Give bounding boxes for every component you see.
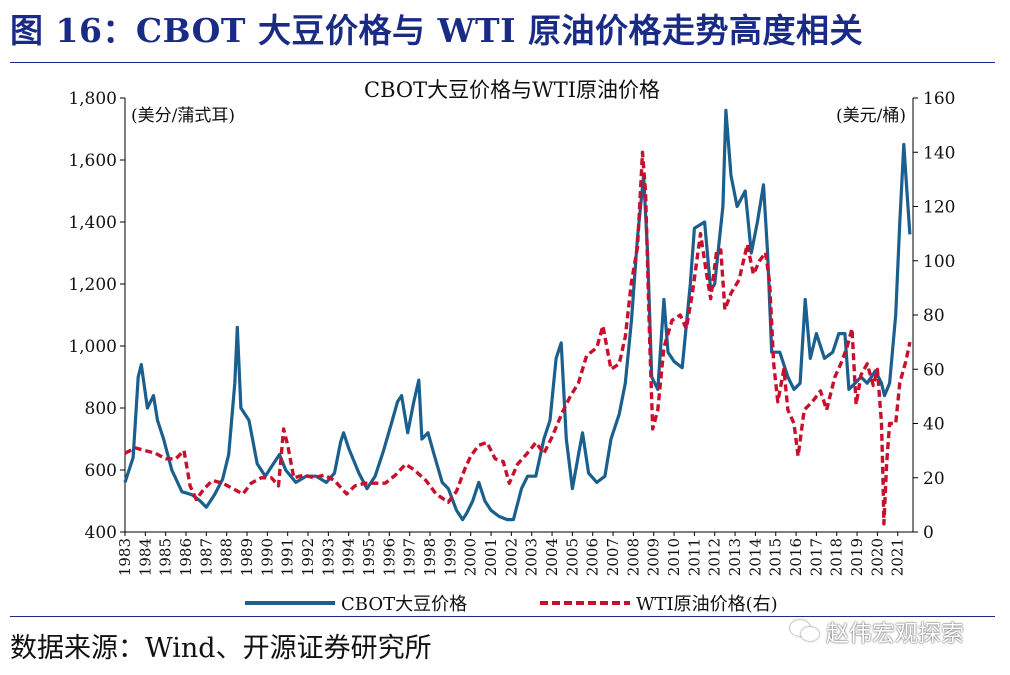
left-tick-label: 600 <box>85 461 117 481</box>
series-layer <box>125 110 910 524</box>
left-axis-label: (美分/蒲式耳) <box>131 106 235 126</box>
x-tick-label: 1995 <box>360 538 378 576</box>
right-axis-label: (美元/桶) <box>836 106 906 126</box>
x-tick-label: 1998 <box>421 538 439 576</box>
x-tick-label: 1994 <box>340 538 358 576</box>
left-tick-label: 1,200 <box>68 275 117 295</box>
x-tick-label: 2013 <box>726 538 744 576</box>
right-tick-label: 100 <box>923 252 955 272</box>
legend-label-soybean: CBOT大豆价格 <box>341 594 467 615</box>
source-note: 数据来源：Wind、开源证券研究所 <box>10 626 432 665</box>
x-tick-label: 1996 <box>380 538 398 576</box>
wti-oil-price-line <box>125 152 910 524</box>
x-tick-label: 2009 <box>645 538 663 576</box>
x-tick-label: 1992 <box>299 538 317 576</box>
watermark-text: 赵伟宏观探索 <box>826 614 964 648</box>
left-tick-label: 1,800 <box>68 89 117 109</box>
legend: CBOT大豆价格 WTI原油价格(右) <box>245 594 778 615</box>
watermark: 赵伟宏观探索 <box>790 614 964 648</box>
x-tick-label: 2007 <box>604 538 622 576</box>
right-tick-label: 80 <box>923 306 945 326</box>
left-tick-label: 400 <box>85 523 117 543</box>
x-tick-label: 2011 <box>685 538 703 576</box>
right-tick-label: 120 <box>923 198 955 218</box>
right-tick-label: 0 <box>923 523 934 543</box>
left-tick-label: 1,600 <box>68 151 117 171</box>
left-tick-label: 1,400 <box>68 213 117 233</box>
x-tick-label: 1991 <box>279 538 297 576</box>
x-tick-label: 2019 <box>848 538 866 576</box>
x-tick-label: 2017 <box>807 538 825 576</box>
wechat-icon <box>790 618 820 644</box>
x-tick-label: 1983 <box>116 538 134 576</box>
x-tick-label: 2016 <box>787 538 805 576</box>
soybean-price-line <box>125 110 910 519</box>
x-tick-label: 1990 <box>258 538 276 576</box>
x-tick-label: 2018 <box>828 538 846 576</box>
x-tick-label: 2020 <box>868 538 886 576</box>
x-tick-label: 2008 <box>624 538 642 576</box>
x-tick-label: 1986 <box>177 538 195 576</box>
x-tick-label: 2014 <box>746 538 764 576</box>
x-tick-label: 2003 <box>523 538 541 576</box>
x-tick-label: 2001 <box>482 538 500 576</box>
right-tick-label: 160 <box>923 89 955 109</box>
x-tick-label: 1999 <box>441 538 459 576</box>
right-tick-label: 60 <box>923 360 945 380</box>
x-tick-label: 1987 <box>197 538 215 576</box>
x-tick-label: 1989 <box>238 538 256 576</box>
x-tick-label: 2006 <box>584 538 602 576</box>
chart-title: CBOT大豆价格与WTI原油价格 <box>364 78 660 102</box>
legend-label-oil: WTI原油价格(右) <box>636 594 778 615</box>
x-tick-label: 1997 <box>401 538 419 576</box>
left-tick-label: 1,000 <box>68 337 117 357</box>
x-tick-label: 2010 <box>665 538 683 576</box>
x-tick-label: 2000 <box>462 538 480 576</box>
x-tick-label: 1993 <box>319 538 337 576</box>
right-tick-label: 140 <box>923 143 955 163</box>
left-tick-label: 800 <box>85 399 117 419</box>
x-tick-label: 2021 <box>889 538 907 576</box>
x-tick-label: 1985 <box>157 538 175 576</box>
x-tick-label: 2012 <box>706 538 724 576</box>
right-tick-label: 40 <box>923 415 945 435</box>
x-tick-label: 1984 <box>136 538 154 576</box>
chart: CBOT大豆价格与WTI原油价格 (美分/蒲式耳) (美元/桶) 4006008… <box>0 0 1010 675</box>
x-tick-label: 2004 <box>543 538 561 576</box>
x-tick-label: 2015 <box>767 538 785 576</box>
x-tick-label: 2002 <box>502 538 520 576</box>
right-tick-label: 20 <box>923 469 945 489</box>
x-tick-label: 2005 <box>563 538 581 576</box>
x-tick-label: 1988 <box>218 538 236 576</box>
